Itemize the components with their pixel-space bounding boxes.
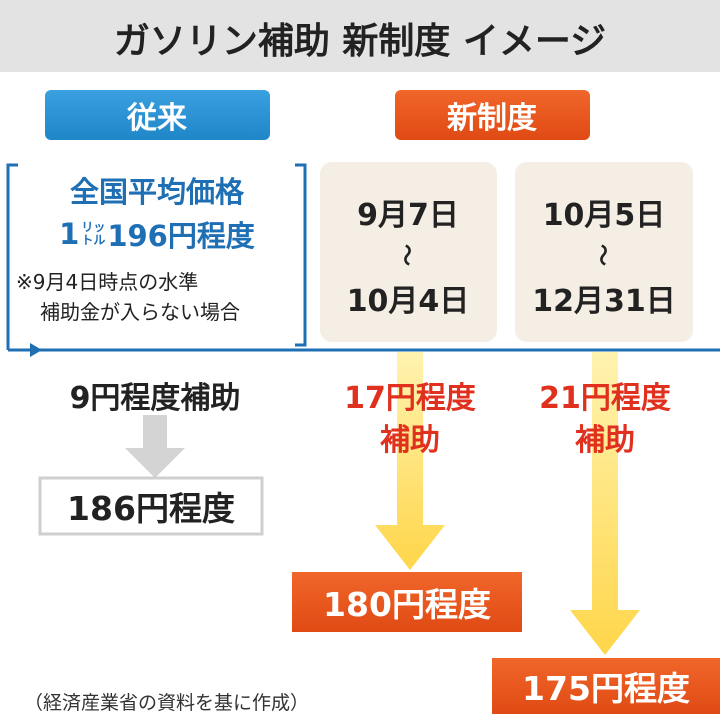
timeline-arrow: [30, 343, 42, 357]
baseline-price: 1 リッ トル 196円程度: [59, 213, 255, 255]
period-box: [320, 162, 497, 342]
result: 180円程度: [323, 585, 491, 624]
period-start: 10月5日: [542, 198, 666, 233]
subsidy: 補助: [575, 423, 635, 458]
section-label: 従来: [127, 101, 187, 136]
note: 補助金が入らない場合: [40, 300, 240, 324]
subsidy: 17円程度: [344, 381, 476, 416]
new-header: [395, 90, 590, 140]
subsidy: 21円程度: [539, 381, 671, 416]
text: 1: [59, 217, 80, 251]
note: ※9月4日時点の水準: [16, 270, 199, 294]
title-band: [0, 0, 720, 72]
gray-arrow: [125, 415, 185, 478]
result-box: [292, 572, 522, 632]
result-box: [38, 476, 264, 536]
text: リッ: [81, 220, 106, 234]
section-label: 新制度: [447, 101, 537, 136]
period-start: 9月7日: [357, 198, 459, 233]
range-mark: ～: [589, 243, 614, 267]
range-mark: ～: [393, 243, 418, 267]
bracket: [6, 163, 307, 350]
baseline-label: 全国平均価格: [69, 175, 245, 209]
subsidy: 9円程度補助: [69, 381, 241, 416]
result-box: [492, 658, 720, 714]
conventional-header: [45, 90, 270, 140]
subsidy: 補助: [380, 423, 440, 458]
source: （経済産業省の資料を基に作成）: [24, 692, 310, 714]
yellow-arrow: [375, 352, 445, 570]
unit: リッ トル: [81, 221, 105, 247]
result: 186円程度: [67, 489, 235, 528]
title: ガソリン補助 新制度 イメージ: [113, 21, 607, 62]
text: 196円程度: [107, 219, 255, 253]
period-end: 12月31日: [532, 284, 676, 319]
text: トル: [81, 233, 106, 247]
period-end: 10月4日: [346, 284, 470, 319]
period-box: [515, 162, 693, 342]
result: 175円程度: [522, 669, 690, 708]
yellow-arrow: [570, 352, 640, 655]
